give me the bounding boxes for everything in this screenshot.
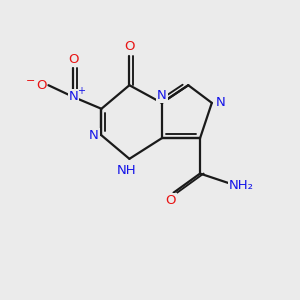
Text: N: N	[157, 89, 167, 102]
Text: N: N	[89, 129, 99, 142]
Text: −: −	[26, 76, 35, 86]
Text: N: N	[216, 96, 226, 110]
Text: NH: NH	[117, 164, 136, 177]
Text: N: N	[69, 91, 78, 103]
Text: O: O	[124, 40, 135, 53]
Text: O: O	[36, 79, 46, 92]
Text: O: O	[68, 53, 79, 66]
Text: NH₂: NH₂	[229, 179, 254, 192]
Text: O: O	[165, 194, 176, 207]
Text: +: +	[77, 85, 85, 95]
